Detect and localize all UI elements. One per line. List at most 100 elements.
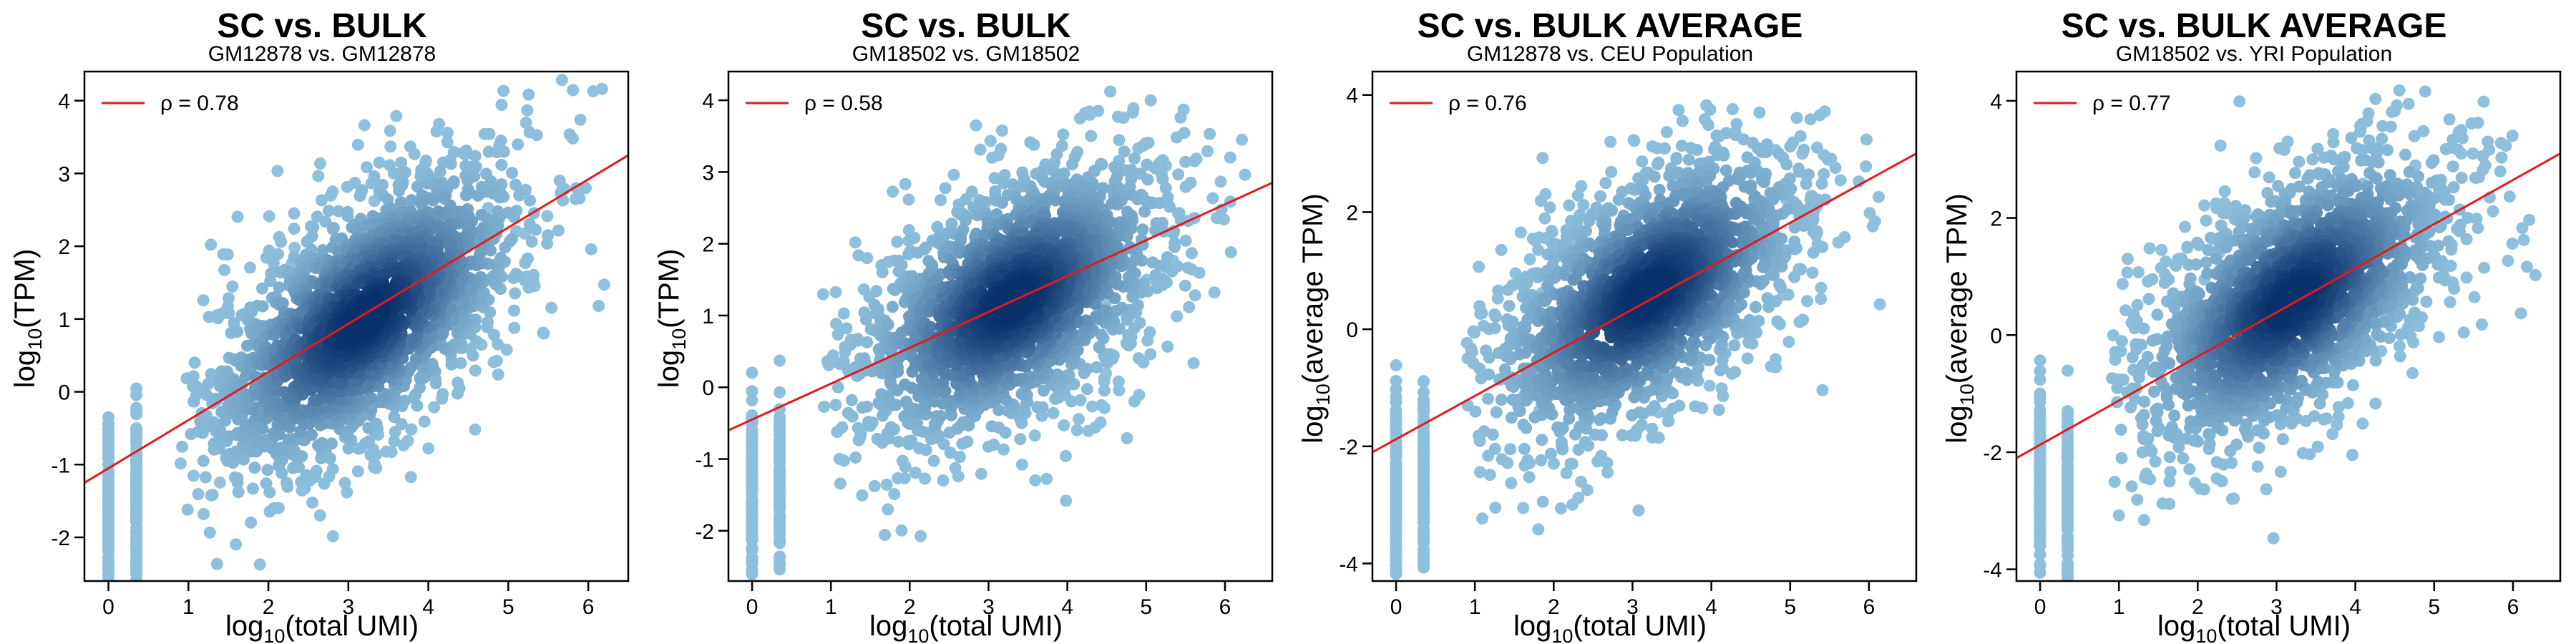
data-point — [102, 560, 114, 573]
data-point — [882, 318, 894, 331]
data-point — [1179, 234, 1192, 247]
data-point — [746, 453, 758, 466]
data-point — [521, 104, 534, 117]
data-point — [1473, 260, 1485, 273]
data-point — [102, 510, 114, 523]
data-point — [1704, 103, 1717, 116]
chart-title: SC vs. BULK — [861, 7, 1071, 45]
data-point — [1715, 382, 1728, 395]
data-point — [268, 502, 280, 514]
data-point — [264, 275, 277, 288]
data-point — [746, 437, 758, 450]
data-point — [197, 508, 210, 520]
data-point — [130, 434, 143, 447]
data-point — [944, 447, 957, 459]
data-point — [1214, 175, 1227, 188]
data-point — [774, 537, 786, 550]
data-point — [945, 218, 958, 230]
data-point — [306, 496, 318, 509]
data-point — [1127, 102, 1140, 114]
data-point — [995, 125, 1008, 137]
data-point — [1790, 112, 1803, 125]
data-point — [1159, 182, 1172, 195]
data-point — [475, 208, 488, 221]
data-point — [206, 489, 219, 502]
data-point — [898, 472, 911, 484]
data-point — [985, 420, 998, 433]
y-tick-label: -2 — [695, 520, 714, 544]
data-point — [834, 477, 847, 490]
data-point — [1418, 504, 1430, 517]
data-point — [935, 194, 947, 207]
data-point — [313, 509, 326, 522]
data-point — [405, 194, 418, 207]
data-point — [322, 205, 335, 217]
data-point — [1521, 454, 1534, 467]
data-point — [232, 486, 245, 499]
data-point — [1104, 85, 1117, 98]
data-point — [319, 215, 332, 228]
data-points — [102, 74, 610, 581]
data-point — [214, 424, 227, 436]
data-point — [866, 416, 879, 429]
data-point — [1575, 180, 1588, 192]
data-point — [1224, 151, 1236, 164]
data-point — [1085, 130, 1098, 142]
data-point — [213, 476, 226, 489]
data-point — [1418, 547, 1430, 560]
data-point — [937, 474, 950, 487]
data-point — [275, 441, 288, 454]
data-point — [1083, 108, 1096, 121]
data-point — [1691, 144, 1703, 156]
data-point — [1801, 295, 1814, 308]
data-point — [492, 338, 504, 351]
data-point — [1138, 205, 1151, 218]
data-point — [908, 232, 921, 244]
data-point — [984, 135, 997, 147]
data-point — [829, 399, 842, 411]
data-point — [1543, 201, 1556, 214]
data-point — [482, 316, 494, 328]
data-point — [1532, 243, 1545, 256]
data-point — [889, 399, 902, 411]
data-point — [1093, 341, 1106, 353]
data-point — [913, 442, 926, 454]
data-point — [1873, 298, 1886, 311]
data-point — [1390, 526, 1402, 539]
data-point — [1632, 504, 1645, 517]
data-point — [1141, 173, 1154, 186]
data-point — [197, 294, 210, 307]
data-point — [1113, 134, 1126, 147]
data-point — [518, 227, 531, 240]
data-point — [260, 477, 273, 490]
data-point — [1208, 286, 1221, 299]
data-point — [1489, 502, 1502, 514]
data-point — [404, 471, 417, 484]
data-point — [288, 223, 301, 235]
data-point — [746, 552, 758, 565]
data-point — [223, 307, 235, 320]
data-point — [1773, 278, 1786, 291]
data-point — [542, 229, 555, 242]
data-point — [452, 376, 464, 389]
data-point — [555, 74, 568, 87]
data-point — [384, 125, 396, 137]
y-axis-label-subscript: 10 — [668, 328, 690, 350]
y-tick-label: 1 — [702, 305, 714, 328]
data-point — [1073, 413, 1085, 426]
chart-subtitle: GM18502 vs. GM18502 — [852, 42, 1080, 66]
data-point — [746, 544, 758, 557]
data-point — [1132, 352, 1145, 365]
data-point — [1091, 361, 1103, 374]
data-point — [1476, 512, 1488, 525]
data-point — [1098, 384, 1111, 397]
data-point — [1514, 226, 1527, 239]
data-point — [1136, 223, 1149, 236]
data-point — [490, 354, 503, 367]
y-tick-label: -1 — [51, 454, 70, 477]
data-point — [1186, 247, 1198, 260]
data-point — [992, 149, 1005, 162]
legend: ρ = 0.78 — [102, 92, 239, 115]
data-point — [1172, 207, 1185, 220]
data-point — [1418, 386, 1430, 399]
